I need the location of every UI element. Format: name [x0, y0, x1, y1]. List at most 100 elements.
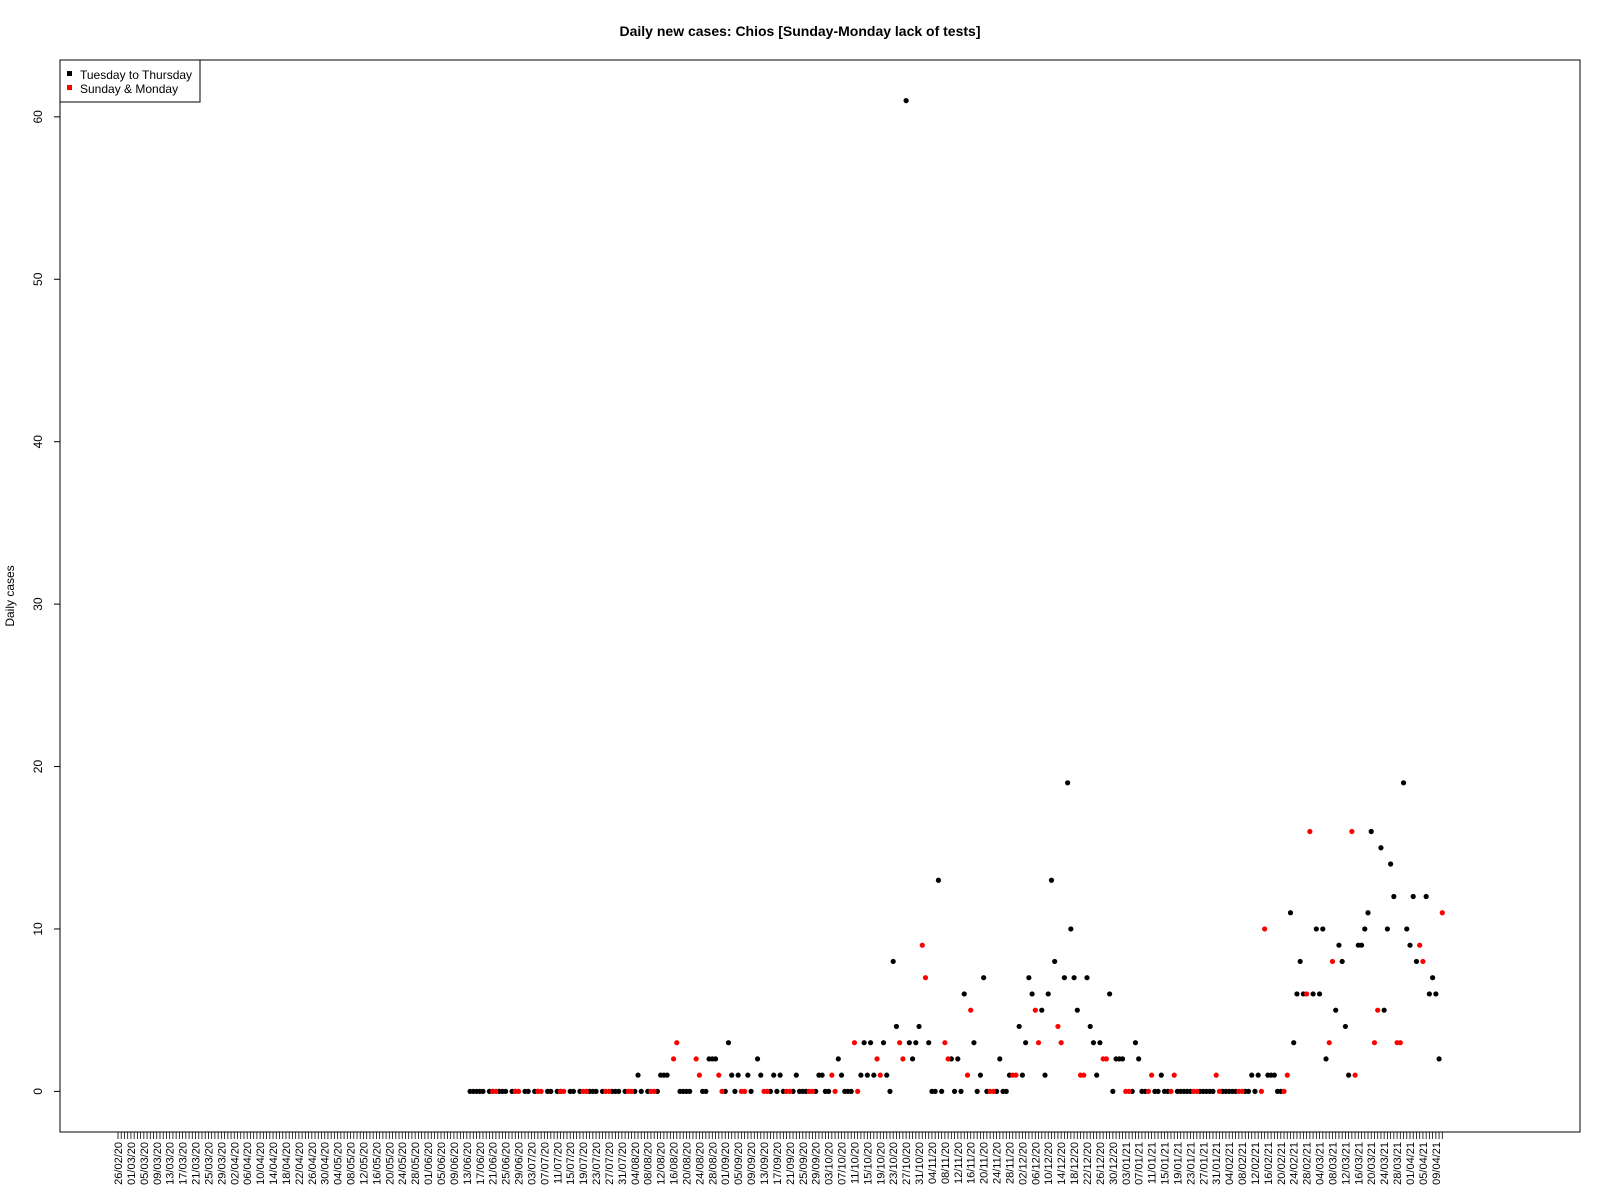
point-sunday-monday: [874, 1056, 880, 1062]
point-sunday-monday: [1081, 1072, 1087, 1078]
point-tuesday-to-thursday: [664, 1072, 670, 1078]
point-sunday-monday: [1420, 958, 1426, 965]
x-tick-label: 16/11/20: [966, 1142, 978, 1184]
point-tuesday-to-thursday: [725, 1040, 732, 1046]
x-tick-label: 20/11/20: [979, 1142, 991, 1184]
point-sunday-monday: [1103, 1056, 1109, 1062]
point-tuesday-to-thursday: [977, 1072, 984, 1078]
x-tick-label: 21/03/20: [191, 1142, 203, 1185]
point-tuesday-to-thursday: [1061, 975, 1067, 981]
point-tuesday-to-thursday: [1368, 828, 1374, 835]
x-tick-label: 04/02/21: [1224, 1142, 1236, 1185]
legend-label-tuesday-thursday: Tuesday to Thursday: [80, 68, 192, 82]
point-sunday-monday: [1262, 926, 1268, 932]
x-tick-label: 13/03/20: [165, 1142, 177, 1185]
x-tick-label: 09/06/20: [449, 1142, 461, 1185]
point-tuesday-to-thursday: [754, 1056, 761, 1062]
x-tick-label: 18/04/20: [281, 1142, 293, 1185]
point-tuesday-to-thursday: [1245, 1088, 1252, 1094]
point-tuesday-to-thursday: [838, 1072, 845, 1078]
point-tuesday-to-thursday: [712, 1056, 719, 1062]
point-sunday-monday: [829, 1072, 835, 1078]
x-tick-label: 07/07/20: [539, 1142, 551, 1185]
point-tuesday-to-thursday: [1297, 958, 1303, 965]
point-sunday-monday: [832, 1088, 838, 1094]
point-tuesday-to-thursday: [1052, 958, 1058, 965]
x-tick-label: 07/10/20: [837, 1142, 849, 1185]
point-sunday-monday: [1149, 1072, 1155, 1078]
x-tick-label: 30/12/20: [1108, 1142, 1120, 1185]
point-tuesday-to-thursday: [1413, 958, 1420, 965]
point-tuesday-to-thursday: [1271, 1072, 1277, 1078]
point-tuesday-to-thursday: [939, 1088, 945, 1094]
point-tuesday-to-thursday: [1045, 991, 1051, 997]
x-tick-label: 19/01/21: [1172, 1142, 1184, 1185]
x-tick-label: 04/03/21: [1315, 1142, 1327, 1185]
x-tick-label: 21/09/20: [785, 1142, 797, 1185]
x-tick-label: 19/07/20: [578, 1142, 590, 1185]
point-tuesday-to-thursday: [1407, 942, 1413, 948]
point-tuesday-to-thursday: [1068, 926, 1074, 932]
point-tuesday-to-thursday: [1400, 780, 1407, 786]
point-sunday-monday: [628, 1088, 635, 1094]
point-sunday-monday: [1281, 1088, 1287, 1094]
point-sunday-monday: [1375, 1007, 1381, 1013]
point-tuesday-to-thursday: [861, 1040, 867, 1046]
point-tuesday-to-thursday: [935, 877, 942, 883]
point-tuesday-to-thursday: [1294, 991, 1300, 997]
point-tuesday-to-thursday: [1094, 1072, 1100, 1078]
point-sunday-monday: [787, 1088, 793, 1094]
x-tick-label: 16/03/21: [1353, 1142, 1365, 1185]
x-tick-label: 29/03/20: [216, 1142, 228, 1185]
point-tuesday-to-thursday: [1336, 942, 1342, 948]
point-tuesday-to-thursday: [848, 1088, 854, 1094]
point-tuesday-to-thursday: [793, 1072, 799, 1078]
point-tuesday-to-thursday: [1023, 1040, 1029, 1046]
point-tuesday-to-thursday: [1291, 1040, 1297, 1046]
point-sunday-monday: [942, 1040, 948, 1046]
y-axis: 0 10 20 30 40 50 60: [31, 110, 60, 1095]
x-tick-label: 28/03/21: [1392, 1142, 1404, 1185]
point-sunday-monday: [855, 1088, 861, 1094]
x-tick-label: 28/11/20: [1004, 1142, 1016, 1184]
x-tick-label: 15/10/20: [862, 1142, 874, 1185]
x-tick-label: 12/11/20: [953, 1142, 965, 1184]
x-tick-label: 17/09/20: [772, 1142, 784, 1185]
point-tuesday-to-thursday: [638, 1088, 644, 1094]
point-tuesday-to-thursday: [1346, 1072, 1352, 1078]
point-sunday-monday: [493, 1088, 499, 1094]
point-tuesday-to-thursday: [1155, 1088, 1161, 1094]
point-tuesday-to-thursday: [864, 1072, 870, 1078]
x-tick-label: 08/05/20: [346, 1142, 358, 1185]
point-tuesday-to-thursday: [958, 1088, 964, 1094]
x-tick-label: 27/01/21: [1198, 1142, 1210, 1185]
point-tuesday-to-thursday: [1019, 1072, 1025, 1078]
x-tick-label: 28/05/20: [410, 1142, 422, 1185]
x-tick-label: 31/07/20: [617, 1142, 629, 1185]
legend-marker-tuesday-thursday: [67, 71, 72, 76]
x-tick-label: 10/12/20: [1043, 1142, 1055, 1185]
point-sunday-monday: [809, 1088, 816, 1094]
x-tick-label: 05/03/20: [139, 1142, 151, 1185]
x-tick-label: 05/04/21: [1418, 1142, 1430, 1185]
x-tick-label: 08/02/21: [1237, 1142, 1249, 1185]
x-tick-label: 08/08/20: [643, 1142, 655, 1185]
point-sunday-monday: [1058, 1040, 1064, 1046]
chart-title: Daily new cases: Chios [Sunday-Monday la…: [620, 23, 981, 39]
x-tick-label: 27/10/20: [901, 1142, 913, 1185]
point-sunday-monday: [1349, 828, 1355, 835]
point-tuesday-to-thursday: [732, 1088, 738, 1094]
x-tick-label: 21/06/20: [488, 1142, 500, 1185]
point-sunday-monday: [1417, 942, 1423, 948]
point-sunday-monday: [1216, 1088, 1223, 1094]
x-tick-label: 03/01/21: [1121, 1142, 1133, 1185]
x-tick-label: 08/03/21: [1327, 1142, 1339, 1185]
legend-label-sunday-monday: Sunday & Monday: [80, 82, 178, 96]
x-tick-label: 10/04/20: [255, 1142, 267, 1185]
point-sunday-monday: [1304, 991, 1310, 997]
point-sunday-monday: [945, 1056, 951, 1062]
point-sunday-monday: [1326, 1040, 1332, 1046]
point-sunday-monday: [693, 1056, 699, 1062]
point-sunday-monday: [674, 1040, 680, 1046]
